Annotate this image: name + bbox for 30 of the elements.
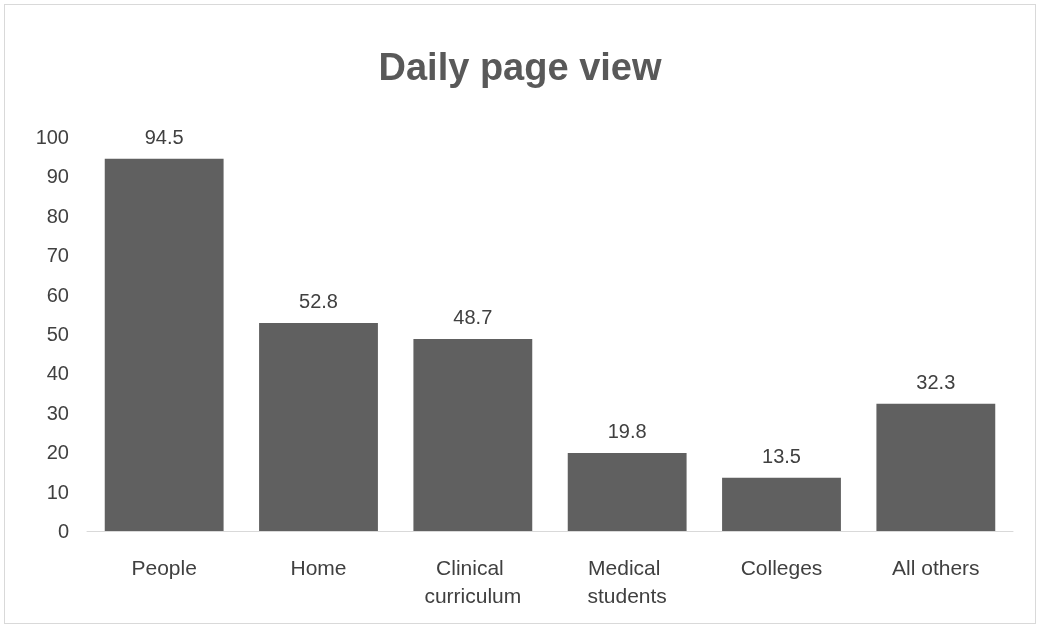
bar	[104, 158, 224, 531]
x-tick-label: Clinical curriculum	[424, 555, 522, 607]
y-tick-label: 30	[46, 401, 69, 424]
x-tick-label: Medical students	[587, 555, 667, 607]
x-tick-label: Colleges	[740, 555, 823, 579]
y-tick-label: 70	[46, 244, 69, 267]
data-label: 32.3	[916, 370, 956, 393]
y-tick-label: 90	[46, 165, 69, 188]
data-label: 94.5	[144, 125, 184, 148]
bar	[413, 339, 533, 531]
x-tick-label: All others	[892, 555, 980, 579]
data-label: 48.7	[453, 306, 493, 329]
y-tick-label: 80	[46, 204, 69, 227]
bar	[567, 452, 687, 531]
y-tick-label: 10	[46, 480, 69, 503]
y-tick-label: 20	[46, 441, 69, 464]
x-tick-label: Home	[290, 555, 347, 579]
data-label: 13.5	[762, 444, 801, 467]
x-tick-label: People	[131, 555, 197, 579]
y-tick-label: 40	[46, 362, 69, 385]
data-label: 52.8	[299, 289, 338, 312]
y-tick-label: 60	[46, 283, 69, 306]
data-label: 19.8	[607, 419, 647, 442]
y-tick-label: 0	[57, 520, 69, 542]
chart-title: Daily page view	[378, 46, 662, 88]
bar	[259, 322, 378, 531]
bar	[876, 403, 996, 531]
bar	[722, 477, 841, 531]
y-tick-label: 100	[35, 126, 69, 148]
y-tick-label: 50	[46, 323, 69, 345]
